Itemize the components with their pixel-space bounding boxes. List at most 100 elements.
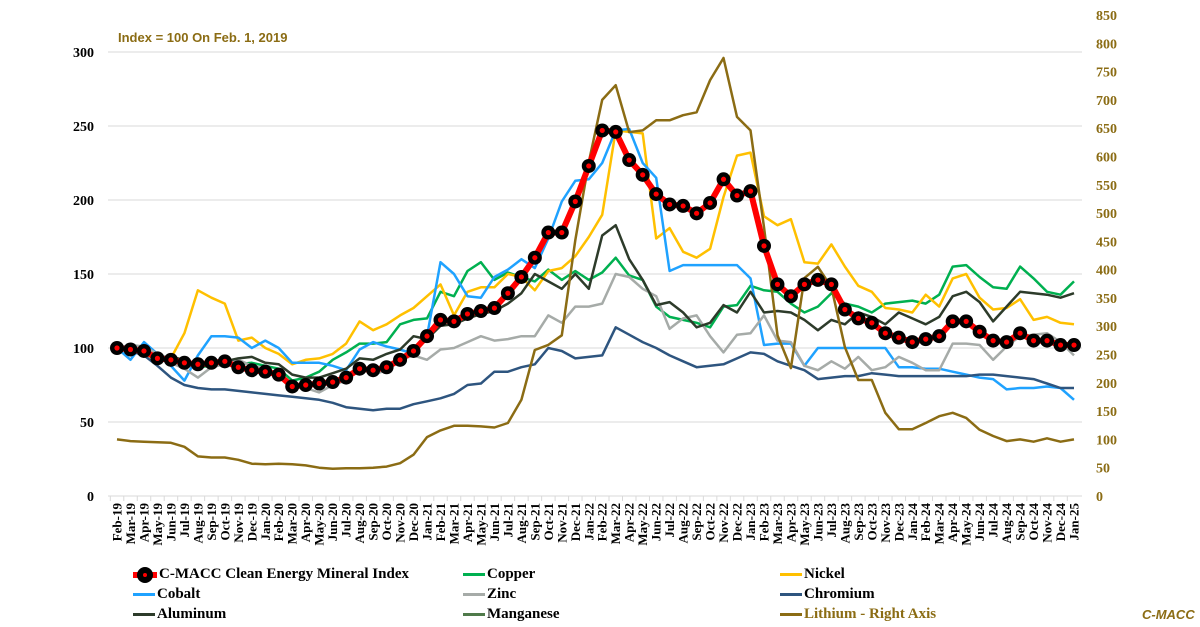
right-tick-label: 850 [1096, 9, 1117, 24]
index-marker-center [720, 176, 727, 182]
index-marker-center [262, 369, 268, 375]
x-tick-label: Jun-22 [649, 503, 664, 541]
x-tick-label: Oct-24 [1026, 503, 1041, 541]
index-marker-center [1004, 339, 1010, 345]
legend-swatch [780, 573, 802, 576]
x-tick-label: Aug-21 [514, 503, 529, 543]
right-tick-label: 550 [1096, 179, 1117, 194]
index-marker-center [289, 383, 295, 390]
legend-label: Copper [487, 566, 536, 582]
x-tick-label: Jul-24 [986, 503, 1001, 538]
legend-label: Nickel [804, 566, 845, 582]
x-tick-label: Jul-22 [662, 503, 677, 538]
x-tick-label: Jun-23 [810, 503, 825, 542]
right-tick-label: 250 [1096, 349, 1117, 364]
gridlines [108, 51, 1082, 423]
x-tick-label: Nov-21 [554, 503, 569, 543]
index-marker-center [788, 293, 794, 299]
index-marker-center [154, 355, 161, 361]
legend-item: Aluminum [133, 606, 226, 623]
x-tick-label: Mar-19 [123, 503, 138, 545]
x-tick-label: May-21 [473, 503, 488, 546]
legend-label: C-MACC Clean Energy Mineral Index [159, 566, 409, 582]
right-tick-label: 300 [1096, 320, 1117, 335]
series-line-nickel [116, 129, 1075, 366]
index-marker-center [370, 367, 376, 373]
index-marker-center [828, 281, 834, 287]
x-tick-label: Mar-23 [770, 503, 785, 545]
x-tick-label: Mar-22 [608, 503, 623, 544]
legend-label: Aluminum [157, 606, 227, 622]
index-marker-center [330, 379, 336, 385]
index-marker-center [545, 229, 551, 236]
legend-swatch [133, 566, 157, 583]
x-tick-label: Feb-19 [110, 503, 125, 542]
x-tick-label: Jan-20 [258, 503, 273, 541]
x-tick-label: Sep-23 [851, 503, 866, 541]
index-marker-center [168, 357, 174, 363]
legend-item: Cobalt [133, 586, 200, 603]
x-tick-label: Oct-23 [864, 503, 879, 541]
index-marker-center [640, 172, 646, 178]
index-marker-center [1030, 338, 1037, 344]
index-marker-center [303, 382, 309, 388]
x-tick-label: Nov-23 [878, 503, 893, 543]
legend-label: Cobalt [157, 586, 201, 602]
index-base-annotation: Index = 100 On Feb. 1, 2019 [118, 30, 288, 45]
source-logo-text: C-MACC [1142, 607, 1195, 622]
left-tick-label: 150 [73, 268, 94, 283]
index-marker-center [127, 346, 134, 353]
index-marker-center [383, 364, 390, 370]
x-tick-label: Jun-24 [972, 503, 987, 542]
legend-item: Manganese [463, 606, 560, 623]
x-axis: Feb-19Mar-19Apr-19May-19Jun-19Jul-19Aug-… [108, 495, 1082, 546]
x-tick-label: Nov-20 [393, 503, 408, 543]
index-marker-center [343, 375, 349, 381]
index-marker-center [882, 330, 888, 336]
x-tick-label: Dec-24 [1053, 503, 1068, 542]
x-tick-label: Sep-20 [366, 503, 381, 541]
x-tick-label: Sep-24 [1013, 503, 1028, 541]
index-marker-center [990, 338, 996, 344]
index-marker-center [505, 290, 511, 296]
x-tick-label: Sep-21 [527, 503, 542, 541]
legend-label: Manganese [487, 606, 560, 622]
index-marker-center [734, 192, 740, 199]
index-marker-center [613, 129, 619, 135]
index-marker-center [208, 360, 214, 366]
x-tick-label: Oct-20 [379, 503, 394, 541]
legend-label: Lithium - Right Axis [804, 606, 937, 622]
index-marker-center [451, 318, 457, 324]
index-marker-center [963, 318, 969, 324]
index-marker-center [424, 333, 430, 339]
x-tick-label: Apr-23 [783, 503, 798, 543]
index-marker-center [276, 372, 282, 378]
x-tick-label: Jan-23 [743, 503, 758, 541]
index-marker-center [195, 361, 201, 367]
index-marker-center [599, 127, 605, 134]
x-tick-label: Aug-19 [190, 503, 205, 544]
index-marker-center [464, 311, 471, 317]
x-tick-label: Jun-21 [487, 503, 502, 541]
left-axis-ticks: 0 50 100 150 200 250 300 [73, 46, 94, 505]
x-tick-label: Dec-21 [568, 503, 583, 541]
index-marker-center [586, 163, 592, 169]
index-marker-center [855, 315, 861, 321]
x-tick-label: Dec-23 [891, 503, 906, 542]
legend-swatch [463, 613, 485, 616]
x-tick-label: May-23 [797, 503, 812, 546]
right-tick-label: 350 [1096, 292, 1117, 307]
index-marker-center [653, 191, 659, 197]
series-line-chromium [116, 326, 1074, 412]
right-tick-label: 800 [1096, 37, 1117, 52]
index-marker-center [316, 380, 322, 387]
x-tick-label: Feb-24 [918, 503, 933, 542]
index-marker-center [491, 305, 498, 311]
x-tick-label: Sep-22 [689, 503, 704, 541]
left-tick-label: 100 [73, 342, 94, 357]
x-tick-label: Mar-24 [932, 503, 947, 545]
x-tick-label: Jan-22 [581, 503, 596, 541]
right-tick-label: 600 [1096, 150, 1117, 165]
legend-swatch [780, 593, 802, 596]
x-tick-label: Feb-21 [433, 503, 448, 541]
